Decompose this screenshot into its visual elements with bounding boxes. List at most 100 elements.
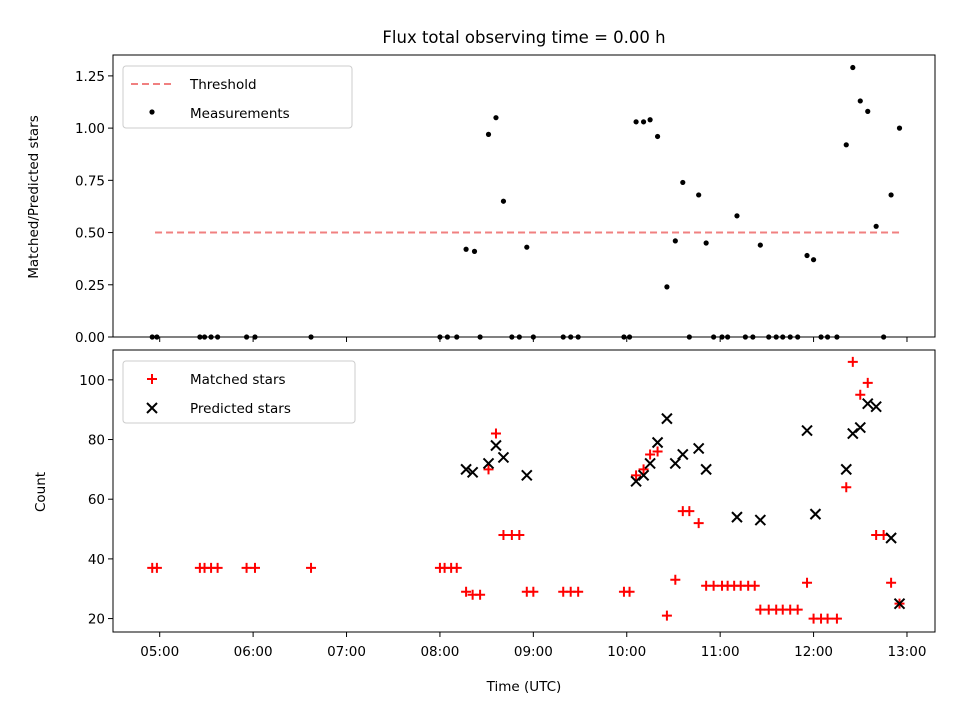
top-y-tick-label: 0.00 [75, 330, 105, 346]
x-tick-label: 05:00 [140, 644, 179, 660]
measurement-point [843, 142, 849, 148]
predicted-star-point [801, 424, 813, 437]
measurement-point [865, 108, 871, 114]
top-panel: 0.00 0.25 0.50 0.75 1.00 1.25 Threshold Measure… [75, 54, 936, 346]
matched-star-point [528, 586, 539, 597]
legend-measurements-label: Measurements [190, 106, 290, 122]
measurement-point [524, 244, 530, 250]
measurement-point [734, 213, 740, 219]
x-tick-label: 11:00 [701, 644, 740, 660]
bottom-series [460, 398, 906, 610]
matched-star-point [498, 530, 509, 541]
measurement-point [696, 192, 702, 198]
matched-star-point [831, 613, 842, 624]
matched-star-point [862, 377, 873, 388]
matched-star-point [792, 604, 803, 615]
predicted-star-point [870, 400, 882, 413]
x-tick-label: 10:00 [607, 644, 646, 660]
x-axis-label: Time (UTC) [486, 679, 562, 695]
measurement-point [471, 248, 478, 254]
predicted-star-point [893, 597, 906, 610]
x-tick-label: 08:00 [420, 644, 459, 660]
predicted-star-point [490, 439, 502, 452]
matched-star-point [306, 562, 317, 573]
matched-star-point [841, 482, 852, 493]
predicted-star-point [460, 463, 472, 476]
matched-star-point [490, 428, 501, 439]
matched-star-point [661, 610, 672, 621]
matched-star-point [249, 562, 260, 573]
matched-star-point [749, 580, 760, 591]
predicted-star-point [677, 448, 689, 461]
predicted-star-point [809, 508, 822, 520]
x-tick-label: 13:00 [888, 644, 927, 660]
matched-star-point [151, 562, 162, 573]
top-y-tick-label: 1.25 [75, 69, 105, 85]
predicted-star-point [521, 469, 533, 482]
legend-matched-label: Matched stars [190, 372, 286, 388]
top-y-tick-label: 1.00 [75, 121, 105, 137]
predicted-star-point [847, 427, 859, 440]
predicted-star-point [692, 442, 705, 455]
matched-star-point [451, 562, 462, 573]
x-tick-label: 07:00 [327, 644, 366, 660]
measurement-point [804, 252, 810, 259]
predicted-star-point [644, 457, 656, 470]
predicted-star-point [885, 532, 897, 544]
measurement-point [672, 238, 678, 244]
matched-star-point [693, 518, 704, 529]
predicted-star-point [630, 475, 642, 488]
predicted-star-point [700, 463, 712, 476]
top-axes-frame [112, 54, 936, 338]
measurement-point [757, 242, 763, 248]
predicted-star-point [497, 451, 510, 464]
matched-star-point [886, 577, 897, 588]
top-y-tick-label: 0.50 [75, 226, 105, 242]
matched-star-point [670, 574, 681, 585]
predicted-star-point [862, 398, 874, 410]
matched-star-point [684, 506, 695, 517]
bottom-series [147, 356, 905, 624]
measurement-point [633, 119, 639, 125]
bottom-axes-frame [112, 349, 936, 633]
measurement-point [664, 284, 670, 290]
measurement-point [873, 223, 879, 229]
legend-threshold-label: Threshold [189, 77, 257, 93]
bottom-y-tick-label: 40 [88, 552, 105, 568]
plot-layer: 0.00 0.25 0.50 0.75 1.00 1.25 Threshold Measure… [75, 54, 936, 660]
measurement-point [857, 98, 863, 104]
predicted-star-point [661, 412, 673, 425]
measurement-point [703, 240, 709, 246]
predicted-star-point [731, 511, 743, 523]
predicted-star-point [637, 469, 650, 482]
matched-star-point [708, 580, 719, 591]
matched-star-point [514, 530, 525, 541]
measurement-point [500, 198, 507, 204]
measurement-point [463, 246, 469, 252]
measurement-point [896, 125, 903, 131]
legend-predicted-label: Predicted stars [190, 401, 291, 417]
measurement-point [810, 257, 817, 263]
top-y-axis-label: Matched/Predicted stars [26, 115, 42, 278]
top-y-tick-label: 0.75 [75, 173, 105, 189]
predicted-star-point [482, 457, 495, 470]
x-tick-label: 12:00 [794, 644, 833, 660]
matched-star-point [645, 449, 656, 460]
bottom-y-tick-label: 100 [79, 373, 105, 389]
predicted-star-point [840, 463, 852, 476]
measurement-point [485, 131, 492, 137]
x-tick-label: 09:00 [514, 644, 553, 660]
measurement-point [493, 115, 499, 121]
predicted-star-point [669, 457, 682, 470]
bottom-y-tick-label: 80 [88, 433, 105, 449]
chart-title: Flux total observing time = 0.00 h [382, 28, 665, 47]
top-legend [122, 65, 353, 129]
matched-star-point [802, 577, 813, 588]
measurement-point [850, 64, 856, 71]
matched-star-point [855, 389, 866, 400]
matched-star-point [847, 356, 858, 367]
predicted-star-point [754, 514, 767, 526]
x-tick-label: 06:00 [234, 644, 273, 660]
matched-star-point [638, 464, 649, 475]
